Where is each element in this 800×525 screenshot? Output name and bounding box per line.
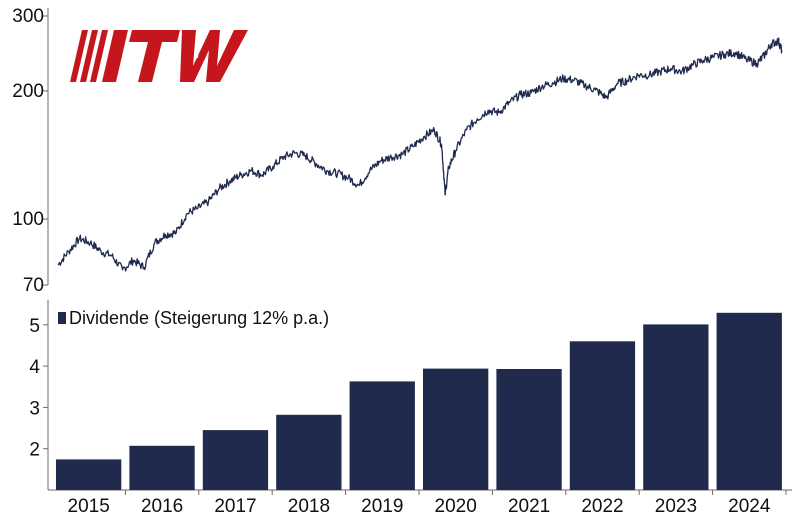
dividend-bar (202, 430, 269, 490)
dividend-x-tick-label: 2024 (728, 496, 771, 517)
logo-stripe (90, 30, 108, 82)
logo-letter-i (102, 30, 128, 82)
dividend-legend-label: Dividende (Steigerung 12% p.a.) (69, 308, 329, 328)
logo-w-inner (195, 36, 200, 58)
dividend-bar (569, 341, 636, 490)
dividend-x-tick-label: 2023 (655, 496, 697, 517)
price-y-tick-label: 300 (12, 6, 44, 27)
dividend-y-tick-label: 3 (29, 398, 40, 419)
dividend-y-tick-label: 4 (29, 357, 40, 378)
dividend-bar (423, 368, 489, 490)
dividend-bar (349, 381, 415, 490)
logo-stripe (70, 30, 88, 82)
dividend-legend-swatch (58, 312, 66, 324)
dividend-x-tick-label: 2022 (581, 496, 623, 517)
dividend-bar (56, 459, 122, 490)
price-line-chart: 70 100 200 300 (12, 6, 783, 296)
dividend-x-tick-label: 2015 (68, 496, 110, 517)
dividend-bar (129, 445, 195, 490)
itw-logo (70, 30, 248, 82)
dividend-x-tick-label: 2018 (288, 496, 330, 517)
price-y-tick-label: 100 (12, 209, 44, 230)
dividend-x-tick-label: 2019 (361, 496, 403, 517)
dividend-bar-chart: 2 3 4 5 2015 2016 2017 2018 2019 2020 2021 2022 2023… (29, 300, 792, 517)
dividend-bar (716, 312, 782, 490)
price-y-tick-label: 70 (23, 275, 44, 296)
dividend-bar (496, 369, 562, 490)
price-y-tick-label: 200 (12, 81, 44, 102)
logo-letter-w (180, 30, 248, 82)
dividend-x-tick-label: 2016 (141, 496, 183, 517)
logo-stripe (80, 30, 98, 82)
dividend-y-tick-label: 2 (29, 440, 40, 461)
dividend-bar (643, 324, 709, 490)
dividend-x-tick-label: 2017 (214, 496, 256, 517)
dividend-x-tick-label: 2021 (508, 496, 550, 517)
logo-letter-t (129, 30, 180, 82)
price-series-line (57, 37, 783, 272)
dividend-x-tick-label: 2020 (435, 496, 477, 517)
dividend-y-tick-label: 5 (29, 316, 40, 337)
dividend-bar (276, 414, 342, 490)
